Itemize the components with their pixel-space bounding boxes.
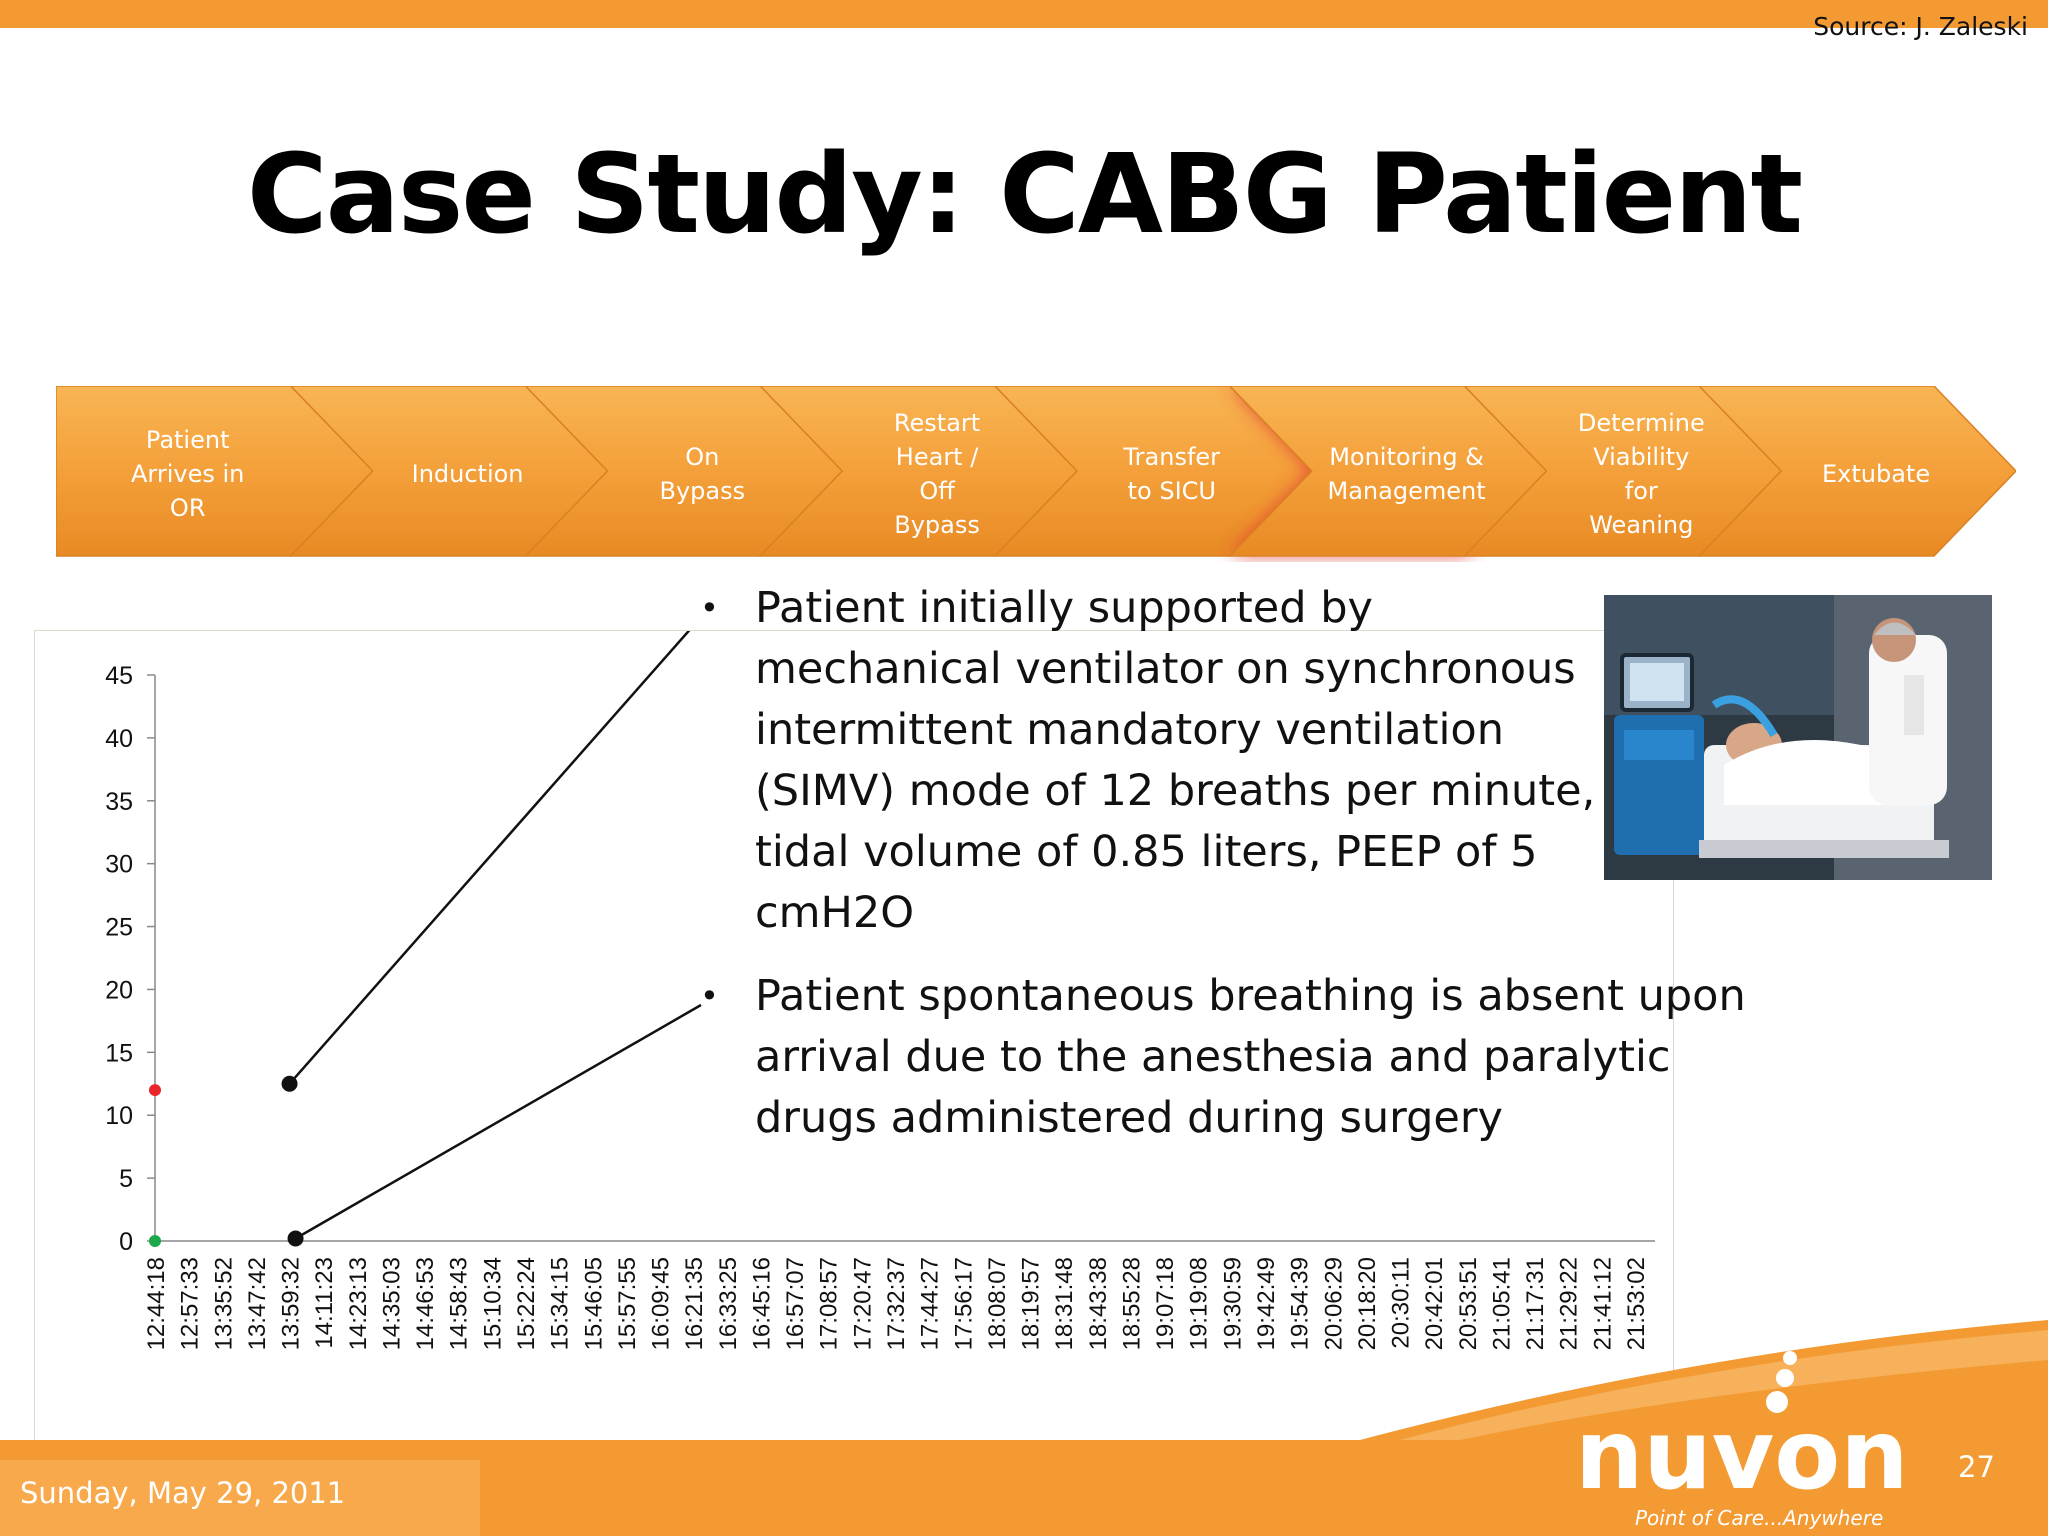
process-flow: Patient Arrives in OR Induction On Bypass Rest… (55, 385, 2018, 562)
x-tick-label: 14:35:03 (378, 1257, 405, 1350)
x-tick-label: 20:53:51 (1455, 1257, 1482, 1350)
x-tick-label: 16:57:07 (782, 1257, 809, 1350)
process-step-label: Induction (411, 460, 524, 488)
x-tick-label: 13:35:52 (210, 1257, 237, 1350)
chart-panel: 0 5 10 15 20 25 30 35 40 45 12:44:18 12:57:33 13:35:… (34, 630, 1674, 1450)
x-tick-label: 21:05:41 (1488, 1257, 1515, 1350)
x-tick-label: 13:47:42 (244, 1257, 271, 1350)
x-tick-label: 14:46:53 (412, 1257, 439, 1350)
x-tick-label: 20:30:11 (1388, 1257, 1415, 1349)
x-tick-label: 20:42:01 (1421, 1257, 1448, 1350)
x-tick-label: 15:10:34 (479, 1257, 506, 1350)
x-tick-label: 21:41:12 (1589, 1257, 1616, 1350)
callout-marker (287, 1230, 304, 1247)
bullet-list: • Patient initially supported by mechani… (700, 578, 1800, 1149)
data-point (149, 1084, 161, 1097)
data-point (149, 1235, 161, 1247)
y-tick-label: 25 (105, 914, 133, 942)
x-tick-label: 19:07:18 (1152, 1257, 1179, 1350)
icu-photo (1604, 595, 1992, 880)
x-tick-label: 18:08:07 (984, 1257, 1011, 1350)
footer-date: Sunday, May 29, 2011 (20, 1476, 346, 1510)
bullet-item: • Patient initially supported by mechani… (700, 578, 1620, 944)
x-tick-label: 19:30:59 (1219, 1257, 1246, 1350)
process-step-label: Monitoring & Management (1327, 443, 1486, 505)
process-chevron (1697, 385, 2018, 557)
x-tick-label: 15:22:24 (513, 1257, 540, 1350)
process-step-label: On Bypass (659, 443, 746, 505)
logo-wordmark: nuvon (1575, 1399, 1909, 1511)
x-tick-label: 15:46:05 (580, 1257, 607, 1350)
y-tick-label: 45 (105, 662, 133, 690)
x-tick-label: 17:08:57 (816, 1257, 843, 1350)
footer-band (0, 1320, 2048, 1536)
nuvon-logo: nuvon Point of Care...Anywhere (1575, 1351, 1909, 1530)
process-step-label: Restart Heart / Off Bypass (893, 409, 981, 539)
top-accent-bar (0, 0, 2048, 28)
x-tick-label: 14:23:13 (345, 1257, 372, 1350)
x-tick-label: 18:55:28 (1118, 1257, 1145, 1350)
x-tick-label: 18:19:57 (1018, 1257, 1045, 1350)
slide-title: Case Study: CABG Patient (246, 130, 1803, 258)
y-tick-label: 35 (105, 788, 133, 816)
x-tick-label: 16:45:16 (748, 1257, 775, 1350)
callout-marker (281, 1075, 298, 1092)
process-step-label: Determine Viability for Weaning (1577, 409, 1705, 539)
bullet-dot: • (700, 977, 719, 1015)
process-step-label: Patient Arrives in OR (131, 426, 245, 522)
x-tick-label: 19:54:39 (1287, 1257, 1314, 1350)
y-tick-label: 30 (105, 851, 133, 879)
y-tick-label: 15 (105, 1039, 133, 1067)
process-chevrons (55, 385, 2018, 557)
y-tick-label: 40 (105, 725, 133, 753)
bullet-item: • Patient spontaneous breathing is absen… (700, 966, 1780, 1149)
process-step-label: Extubate (1822, 460, 1931, 488)
x-tick-label: 17:56:17 (950, 1257, 977, 1350)
bullet-text: Patient spontaneous breathing is absent … (755, 971, 1746, 1143)
y-tick-label: 5 (119, 1165, 133, 1193)
page-number: 27 (1958, 1450, 1995, 1484)
x-tick-label: 21:53:02 (1623, 1257, 1650, 1350)
x-tick-label: 21:29:22 (1556, 1257, 1583, 1350)
x-tick-label: 15:57:55 (614, 1257, 641, 1350)
x-tick-label: 15:34:15 (547, 1257, 574, 1350)
x-tick-label: 17:20:47 (849, 1257, 876, 1350)
bullet-dot: • (700, 589, 719, 627)
x-tick-label: 16:21:35 (681, 1257, 708, 1350)
bullet-text: Patient initially supported by mechanica… (755, 583, 1596, 938)
y-tick-label: 20 (105, 976, 133, 1004)
y-tick-label: 10 (105, 1102, 133, 1130)
x-tick-label: 16:09:45 (648, 1257, 675, 1350)
x-tick-label: 14:58:43 (446, 1257, 473, 1350)
respiration-chart: 0 5 10 15 20 25 30 35 40 45 12:44:18 12:57:33 13:35:… (105, 631, 1655, 1350)
x-tick-label: 12:44:18 (143, 1257, 170, 1350)
logo-tagline: Point of Care...Anywhere (1635, 1506, 1883, 1530)
process-step-label: Transfer to SICU (1123, 443, 1221, 505)
x-tick-label: 12:57:33 (177, 1257, 204, 1350)
y-tick-label: 0 (119, 1228, 133, 1256)
x-tick-label: 14:11:23 (311, 1257, 338, 1349)
x-tick-label: 18:31:48 (1051, 1257, 1078, 1350)
x-tick-label: 19:42:49 (1253, 1257, 1280, 1350)
x-tick-label: 17:32:37 (883, 1257, 910, 1350)
x-tick-label: 18:43:38 (1085, 1257, 1112, 1350)
x-tick-label: 17:44:27 (917, 1257, 944, 1350)
x-tick-label: 21:17:31 (1522, 1257, 1549, 1350)
x-tick-label: 20:06:29 (1320, 1257, 1347, 1350)
x-tick-label: 13:59:32 (278, 1257, 305, 1350)
x-tick-label: 16:33:25 (715, 1257, 742, 1350)
x-tick-label: 20:18:20 (1354, 1257, 1381, 1350)
source-credit: Source: J. Zaleski (1813, 12, 2028, 41)
callout-line (288, 631, 691, 1085)
callout-line (294, 1003, 702, 1240)
x-tick-label: 19:19:08 (1186, 1257, 1213, 1350)
